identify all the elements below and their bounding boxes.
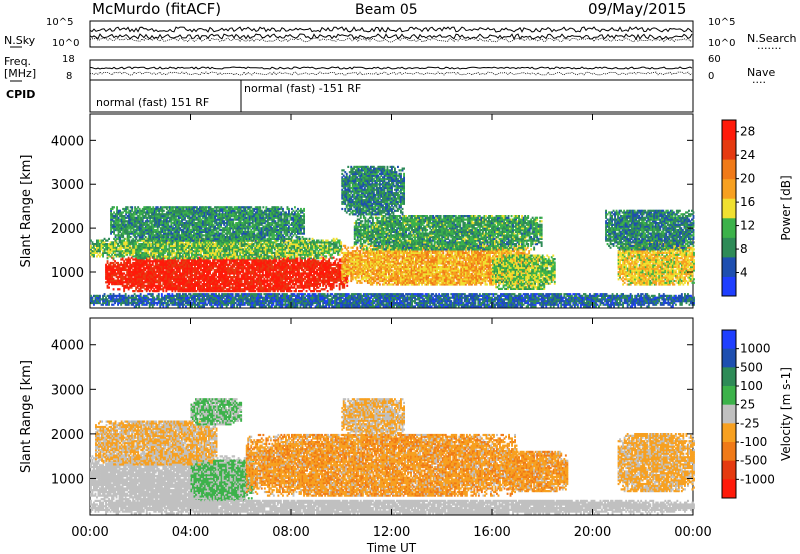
radar-plot: 1000200030004000Slant Range [km]48121620… — [0, 0, 800, 554]
heatmap-cell — [113, 288, 115, 290]
heatmap-cell — [108, 287, 110, 289]
heatmap-cell — [346, 285, 348, 287]
heatmap-cell — [107, 260, 109, 262]
heatmap-cell — [336, 258, 338, 260]
heatmap-cell — [108, 238, 110, 240]
heatmap-cell — [119, 288, 121, 290]
heatmap-cell — [291, 290, 293, 292]
heatmap-cell — [336, 285, 338, 287]
heatmap-cell — [327, 290, 329, 292]
heatmap-cells-0 — [90, 166, 695, 308]
heatmap-cell — [306, 290, 308, 292]
heatmap-cell — [141, 290, 143, 292]
